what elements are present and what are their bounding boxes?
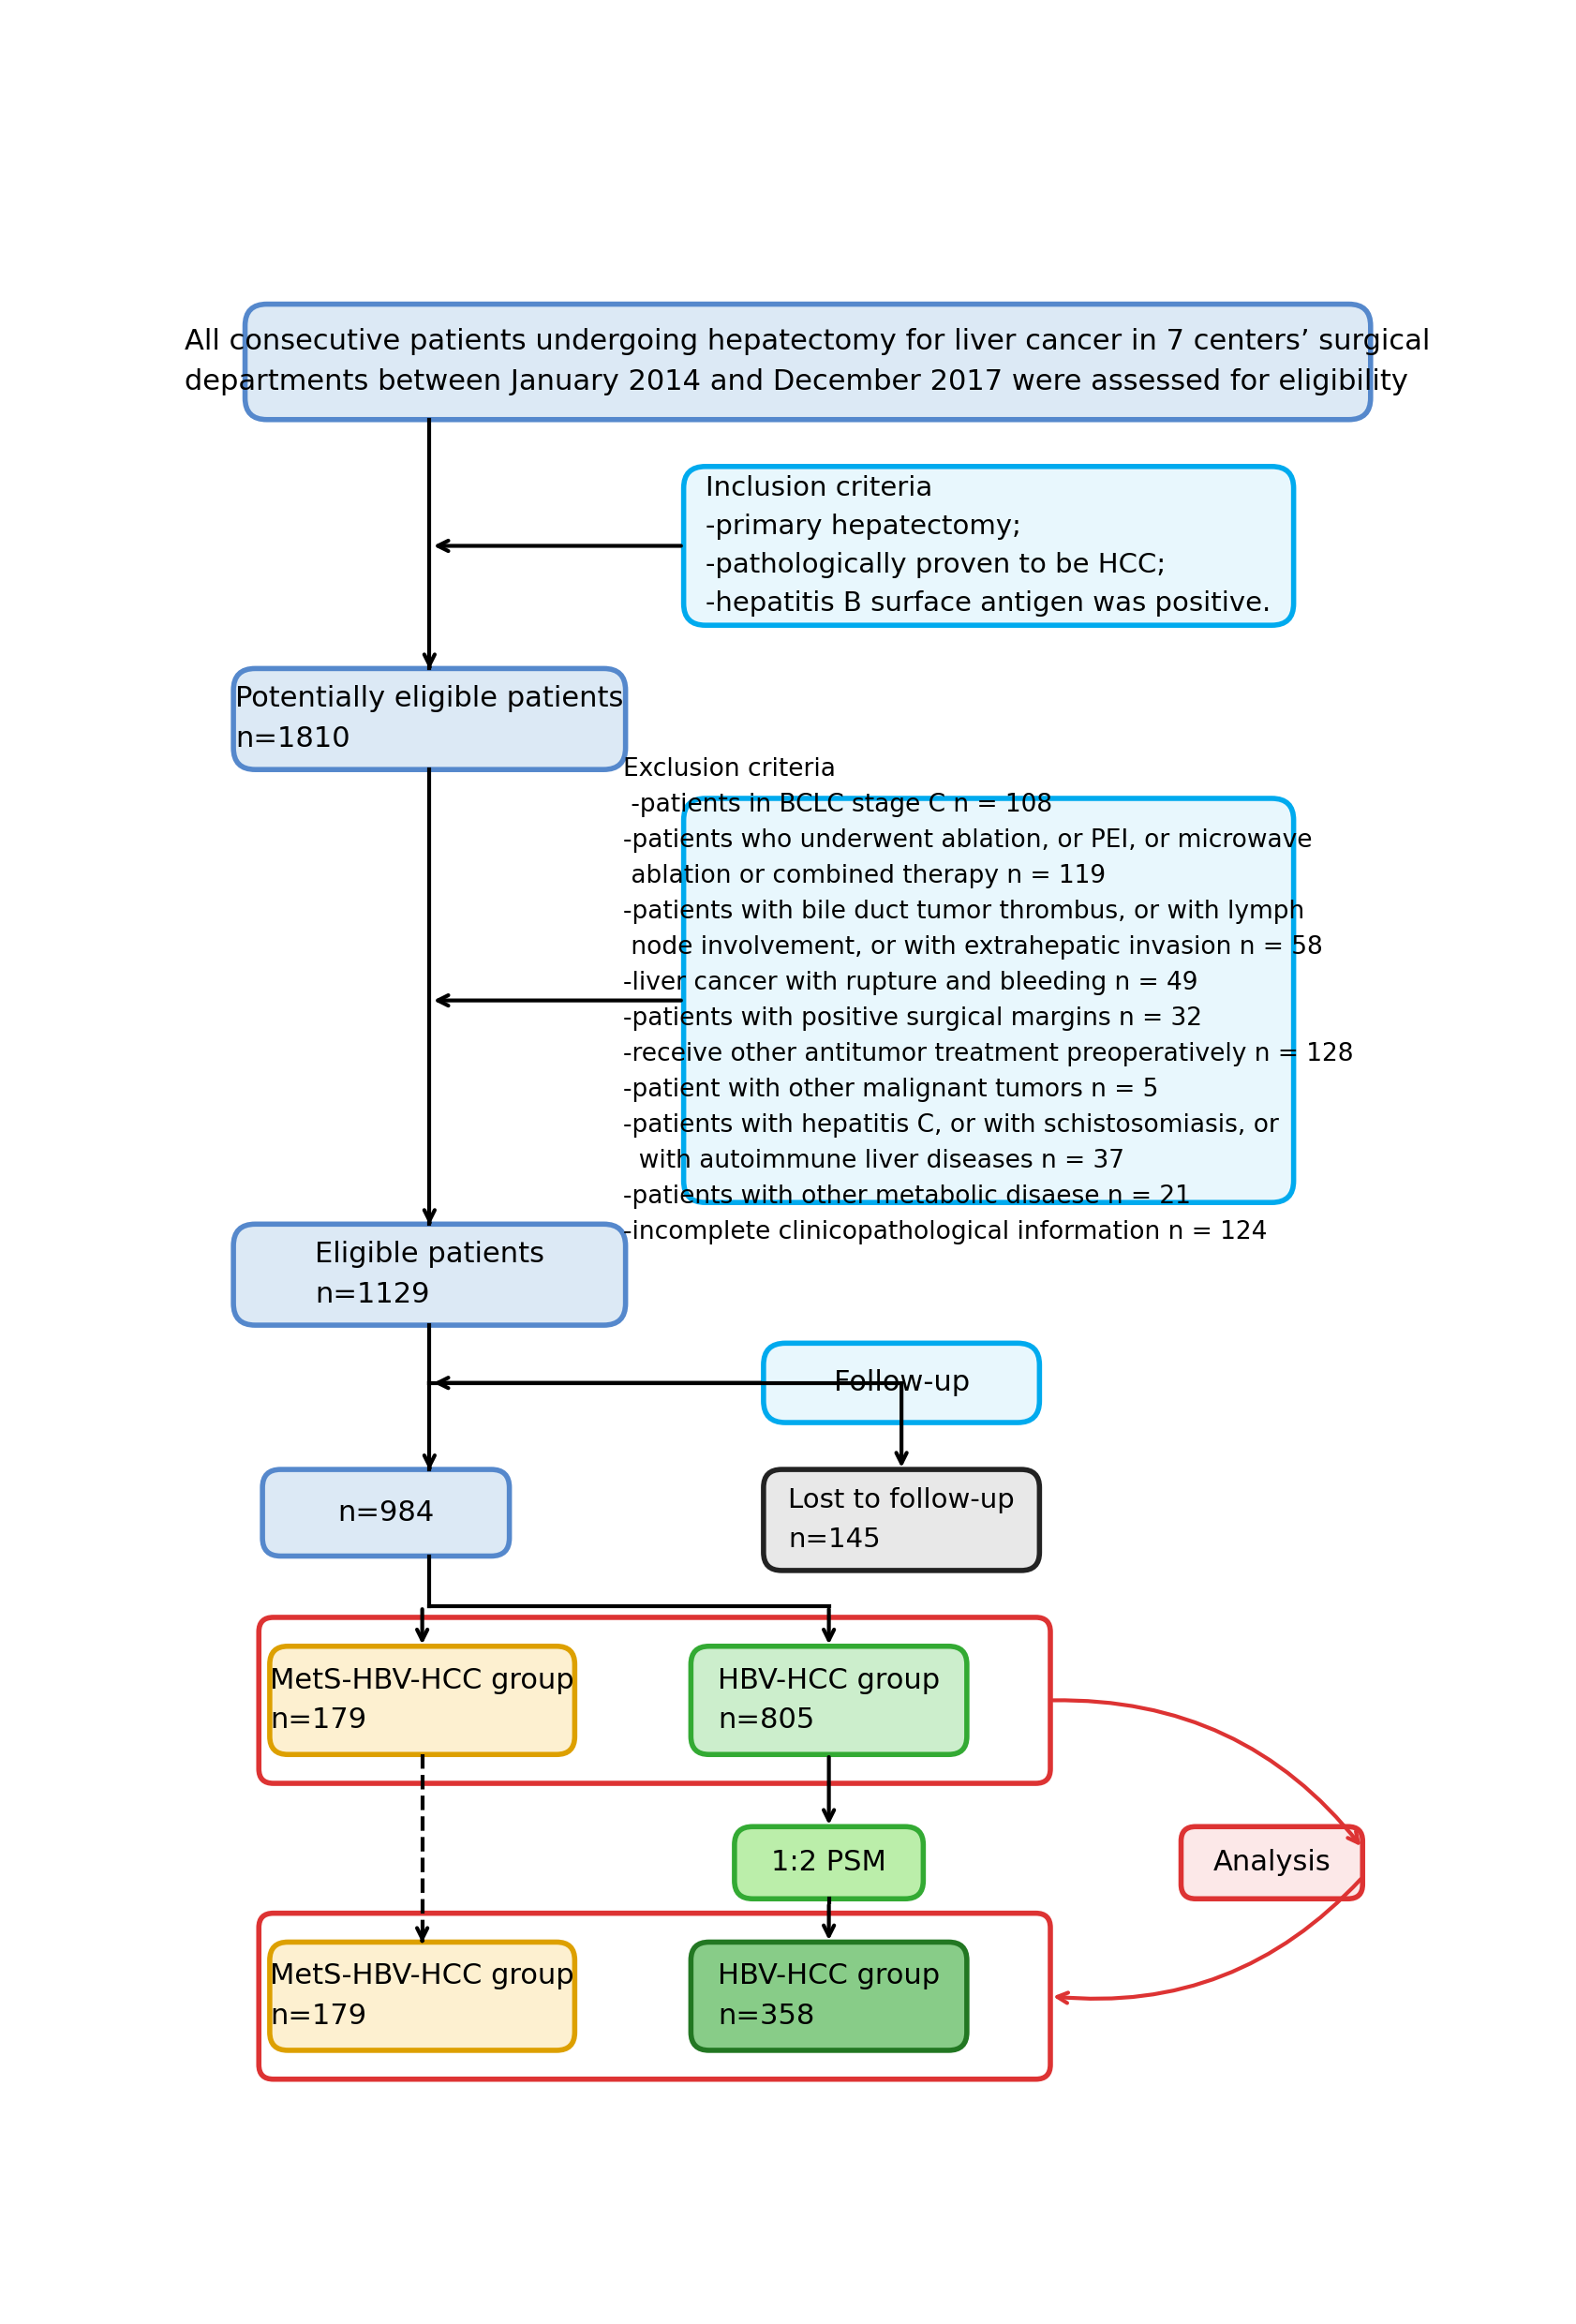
Text: HBV-HCC group
n=805: HBV-HCC group n=805: [717, 1666, 939, 1734]
FancyBboxPatch shape: [690, 1645, 966, 1755]
FancyBboxPatch shape: [262, 1469, 509, 1557]
Text: All consecutive patients undergoing hepatectomy for liver cancer in 7 centers’ s: All consecutive patients undergoing hepa…: [184, 328, 1429, 395]
FancyBboxPatch shape: [269, 1645, 574, 1755]
Text: Lost to follow-up
n=145: Lost to follow-up n=145: [788, 1487, 1013, 1552]
FancyBboxPatch shape: [233, 1225, 626, 1325]
Text: Exclusion criteria
 -patients in BCLC stage C n = 108
-patients who underwent ab: Exclusion criteria -patients in BCLC sta…: [623, 758, 1354, 1243]
Text: Analysis: Analysis: [1212, 1850, 1330, 1875]
FancyBboxPatch shape: [684, 799, 1292, 1202]
FancyBboxPatch shape: [1180, 1827, 1362, 1899]
FancyBboxPatch shape: [763, 1469, 1039, 1571]
Text: Eligible patients
n=1129: Eligible patients n=1129: [315, 1241, 544, 1308]
Text: HBV-HCC group
n=358: HBV-HCC group n=358: [717, 1961, 939, 2029]
Text: Inclusion criteria
-primary hepatectomy;
-pathologically proven to be HCC;
-hepa: Inclusion criteria -primary hepatectomy;…: [706, 474, 1270, 616]
FancyBboxPatch shape: [734, 1827, 922, 1899]
FancyBboxPatch shape: [763, 1343, 1039, 1422]
Text: MetS-HBV-HCC group
n=179: MetS-HBV-HCC group n=179: [269, 1666, 574, 1734]
Text: Potentially eligible patients
n=1810: Potentially eligible patients n=1810: [235, 686, 623, 753]
Text: Follow-up: Follow-up: [834, 1369, 969, 1397]
Text: n=984: n=984: [337, 1499, 433, 1527]
FancyBboxPatch shape: [690, 1943, 966, 2050]
FancyBboxPatch shape: [244, 304, 1370, 421]
Text: MetS-HBV-HCC group
n=179: MetS-HBV-HCC group n=179: [269, 1961, 574, 2029]
FancyBboxPatch shape: [684, 467, 1292, 625]
FancyBboxPatch shape: [269, 1943, 574, 2050]
FancyBboxPatch shape: [233, 669, 626, 769]
Text: 1:2 PSM: 1:2 PSM: [771, 1850, 886, 1875]
